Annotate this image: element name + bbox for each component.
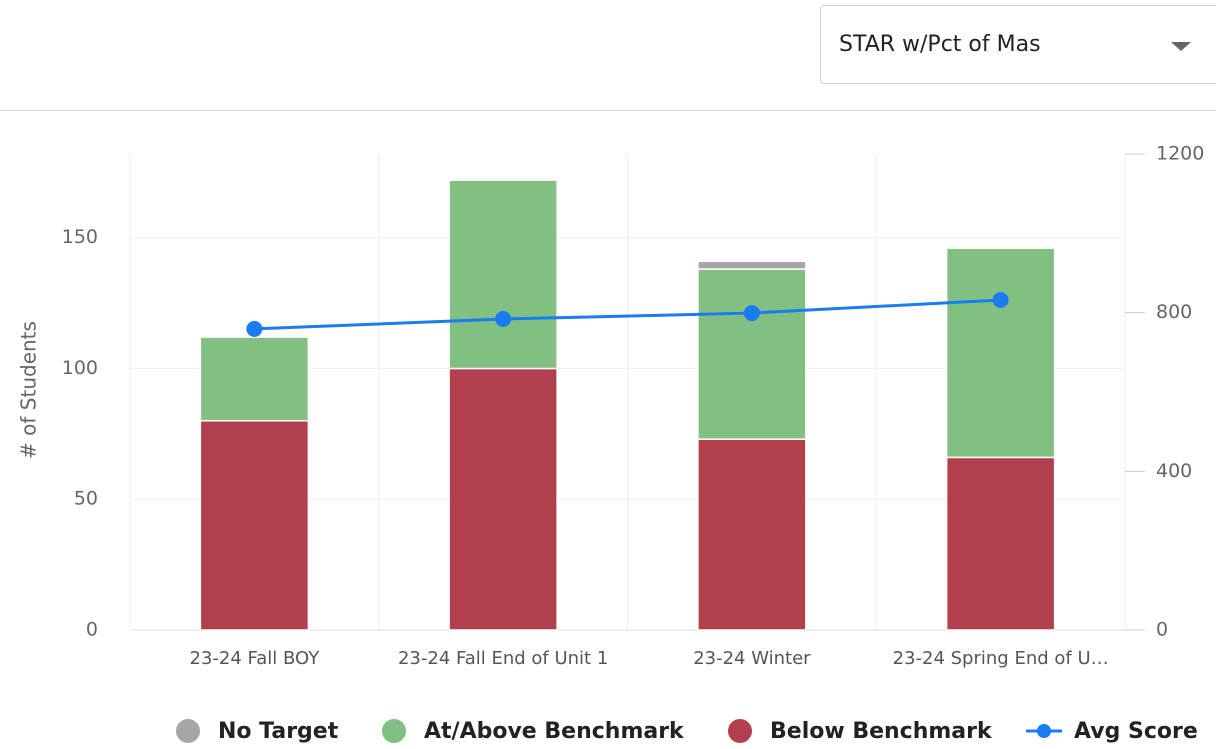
line-point (246, 320, 263, 337)
y2-tick-label: 1200 (1156, 143, 1204, 165)
y2-tick-label: 400 (1156, 460, 1192, 482)
legend-label: Below Benchmark (770, 719, 993, 744)
dropdown-value: STAR w/Pct of Mas (839, 32, 1041, 57)
bar-segment (945, 456, 1056, 631)
legend-symbol (382, 719, 406, 743)
x-tick-label: 23-24 Spring End of U… (893, 648, 1109, 669)
legend-label: No Target (218, 719, 339, 744)
bar-segment (199, 420, 310, 631)
bar-segment (199, 336, 310, 422)
line (254, 298, 1001, 331)
y2-tick-label: 0 (1156, 619, 1168, 641)
line-point (495, 311, 512, 328)
legend-label: At/Above Benchmark (424, 719, 685, 744)
bar-segment (448, 179, 558, 370)
bar-segment (697, 260, 807, 270)
y-tick-label: 0 (86, 619, 98, 641)
bar-segment (697, 438, 807, 631)
divider (0, 110, 1216, 111)
legend-symbol (728, 719, 752, 743)
y-axis-title: # of Students (17, 321, 41, 459)
dropdown[interactable]: STAR w/Pct of Mas (820, 5, 1216, 84)
y-tick-label: 50 (74, 488, 98, 510)
line-point (743, 305, 760, 322)
bar-segment (945, 247, 1056, 459)
bar-segment (697, 268, 807, 440)
line-point (992, 291, 1009, 308)
y2-tick-label: 800 (1156, 301, 1192, 323)
x-tick-label: 23-24 Fall End of Unit 1 (398, 648, 608, 669)
y-tick-label: 100 (62, 357, 98, 379)
legend-symbol (1037, 724, 1051, 738)
bar-segment (448, 367, 558, 631)
x-tick-label: 23-24 Fall BOY (190, 648, 321, 669)
x-tick-label: 23-24 Winter (693, 648, 811, 669)
y-tick-label: 150 (62, 226, 98, 248)
legend-label: Avg Score (1074, 719, 1198, 744)
dropdown-arrow (1171, 42, 1191, 51)
legend-symbol (176, 719, 200, 743)
